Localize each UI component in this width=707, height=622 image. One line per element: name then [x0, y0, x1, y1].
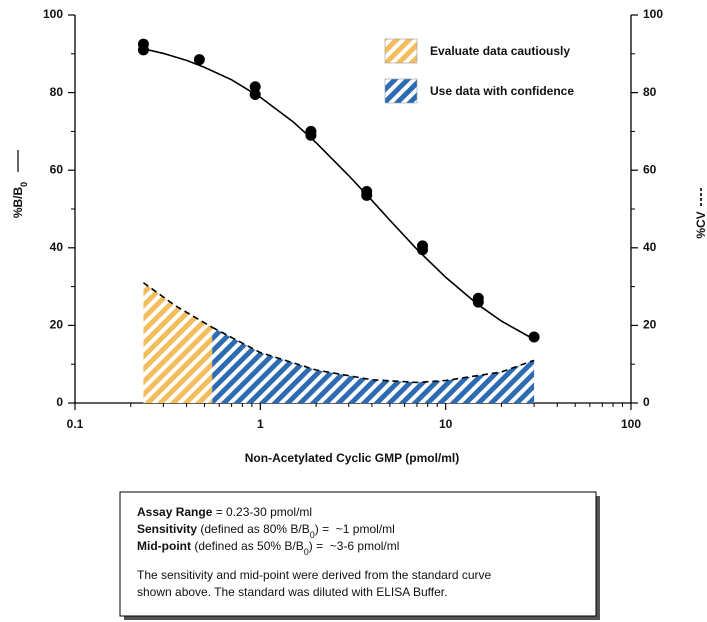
info-line: shown above. The standard was diluted wi…	[137, 585, 447, 599]
cv-line	[142, 282, 213, 329]
info-line: Assay Range = 0.23-30 pmol/ml	[137, 505, 312, 519]
data-point	[305, 129, 317, 141]
data-point	[137, 44, 149, 56]
info-line: Mid-point (defined as 50% B/B0) = ~3-6 p…	[137, 539, 399, 557]
legend-label: Use data with confidence	[430, 84, 574, 98]
legend-label: Evaluate data cautiously	[430, 44, 570, 58]
y-tick-label: 100	[43, 7, 63, 21]
y-tick-label: 20	[50, 318, 64, 332]
info-box-frame	[119, 491, 597, 617]
x-tick-label: 10	[439, 417, 453, 431]
x-tick-label: 0.1	[67, 417, 84, 431]
info-text: Mid-point	[137, 539, 191, 553]
fit-curve	[143, 47, 535, 341]
y2-tick-label: 100	[643, 7, 663, 21]
info-text: (defined as 80% B/B	[197, 522, 310, 536]
y-tick-label: 40	[50, 240, 64, 254]
y-axis-label-text: %B/B	[11, 187, 25, 219]
info-line: The sensitivity and mid-point were deriv…	[137, 568, 491, 582]
info-text: ) = ~3-6 pmol/ml	[309, 539, 400, 553]
info-text: shown above. The standard was diluted wi…	[137, 585, 447, 599]
data-point	[472, 296, 484, 308]
y2-tick-label: 80	[643, 85, 657, 99]
legend-swatch	[384, 38, 418, 64]
cv-area	[143, 282, 213, 403]
info-text: ) = ~1 pmol/ml	[315, 522, 395, 536]
x-tick-label: 1	[257, 417, 264, 431]
info-line: Sensitivity (defined as 80% B/B0) = ~1 p…	[137, 522, 395, 540]
x-tick-label: 100	[621, 417, 641, 431]
info-text: Assay Range	[137, 505, 213, 519]
y2-tick-label: 40	[643, 240, 657, 254]
data-point	[417, 244, 429, 256]
legend-swatch	[384, 78, 418, 104]
info-text: (defined as 50% B/B	[191, 539, 304, 553]
y-tick-label: 80	[50, 85, 64, 99]
data-point	[528, 331, 540, 343]
info-box	[119, 491, 600, 620]
y2-tick-label: 20	[643, 318, 657, 332]
y-axis-label: %B/B0	[11, 182, 29, 218]
y-tick-label: 0	[56, 395, 63, 409]
data-point	[249, 81, 261, 93]
data-point	[361, 189, 373, 201]
data-point	[193, 54, 205, 66]
y-axis-label-subscript: 0	[19, 182, 29, 187]
info-text: Sensitivity	[137, 522, 197, 536]
info-text: The sensitivity and mid-point were deriv…	[137, 568, 491, 582]
y2-tick-label: 0	[643, 395, 650, 409]
cv-line	[211, 326, 535, 384]
cv-area	[212, 327, 535, 403]
y-tick-label: 60	[50, 162, 64, 176]
data-point	[249, 89, 261, 101]
y2-tick-label: 60	[643, 162, 657, 176]
x-axis-label: Non-Acetylated Cyclic GMP (pmol/ml)	[245, 451, 459, 465]
info-text: 0	[304, 547, 309, 557]
y2-axis-label: %CV	[694, 211, 707, 238]
info-text: 0	[310, 530, 315, 540]
info-text: = 0.23-30 pmol/ml	[212, 505, 312, 519]
